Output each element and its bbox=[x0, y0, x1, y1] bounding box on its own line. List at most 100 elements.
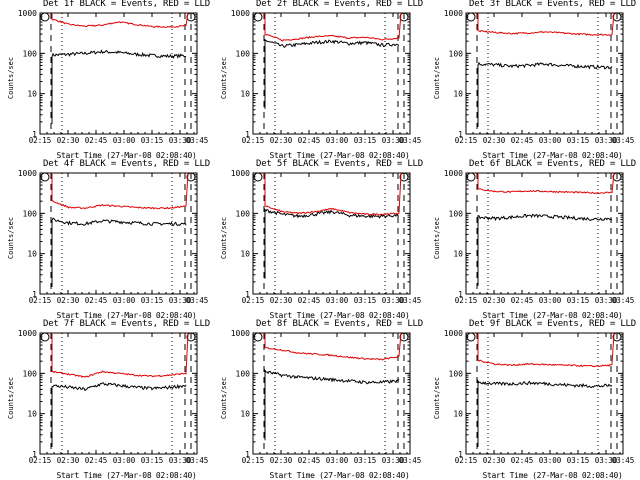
y-tick-label: 100 bbox=[236, 369, 251, 378]
x-tick-label: 03:15 bbox=[141, 296, 164, 305]
panel-title: Det 2f BLACK = Events, RED = LLD bbox=[256, 0, 423, 9]
x-tick-label: 03:45 bbox=[186, 136, 209, 145]
y-tick-label: 1 bbox=[458, 290, 463, 299]
x-tick-label: 02:15 bbox=[455, 456, 478, 465]
detector-panel: 1 10 100 1000 02:15 02:30 02:45 03:00 03:15 03:30… bbox=[426, 159, 639, 320]
x-tick-label: 02:15 bbox=[242, 136, 265, 145]
y-axis-label: Counts/sec bbox=[7, 216, 15, 260]
lld-rate-line bbox=[51, 332, 189, 378]
x-axis-label: Start Time (27-Mar-08 02:08:40) bbox=[269, 471, 410, 480]
y-tick-label: 10 bbox=[240, 250, 250, 259]
y-tick-label: 100 bbox=[449, 209, 464, 218]
x-tick-label: 02:30 bbox=[57, 136, 80, 145]
y-axis-label: Counts/sec bbox=[220, 376, 228, 420]
event-rate-line bbox=[264, 208, 400, 279]
x-tick-label: 03:30 bbox=[382, 136, 405, 145]
plot-frame bbox=[465, 12, 624, 135]
lld-rate-line bbox=[477, 332, 615, 368]
detector-panel: 1 10 100 1000 02:15 02:30 02:45 03:00 03:15 03:30… bbox=[0, 0, 213, 160]
x-tick-label: 02:45 bbox=[511, 136, 534, 145]
x-tick-label: 03:00 bbox=[326, 296, 349, 305]
y-tick-label: 1000 bbox=[18, 169, 37, 178]
y-tick-label: 100 bbox=[449, 49, 464, 58]
orbit-marker-circle bbox=[466, 12, 476, 22]
x-tick-label: 02:30 bbox=[483, 136, 506, 145]
panel-title: Det 8f BLACK = Events, RED = LLD bbox=[256, 319, 423, 329]
panel-plot: 1 10 100 1000 02:15 02:30 02:45 03:00 03:15 03:30… bbox=[18, 169, 209, 305]
event-rate-line bbox=[51, 382, 187, 447]
y-tick-label: 1 bbox=[245, 130, 250, 139]
y-axis-label: Counts/sec bbox=[220, 216, 228, 260]
x-tick-label: 03:00 bbox=[539, 296, 562, 305]
x-tick-label: 02:45 bbox=[85, 136, 108, 145]
panel-plot: 1 10 100 1000 02:15 02:30 02:45 03:00 03:15 03:30… bbox=[18, 329, 209, 465]
x-tick-label: 03:15 bbox=[354, 296, 377, 305]
y-tick-label: 100 bbox=[23, 209, 38, 218]
y-tick-label: 1 bbox=[245, 450, 250, 459]
orbit-marker-circle bbox=[399, 12, 409, 22]
y-tick-label: 100 bbox=[236, 209, 251, 218]
detector-panel: 1 10 100 1000 02:15 02:30 02:45 03:00 03:15 03:30… bbox=[213, 159, 426, 320]
x-tick-label: 02:45 bbox=[85, 456, 108, 465]
y-tick-label: 1000 bbox=[444, 169, 463, 178]
x-tick-label: 02:30 bbox=[270, 456, 293, 465]
x-tick-label: 02:45 bbox=[298, 296, 321, 305]
detector-panel: 1 10 100 1000 02:15 02:30 02:45 03:00 03:15 03:30… bbox=[426, 0, 639, 160]
x-tick-label: 03:45 bbox=[186, 296, 209, 305]
orbit-marker-circle bbox=[466, 172, 476, 182]
panel-plot: 1 10 100 1000 02:15 02:30 02:45 03:00 03:15 03:30… bbox=[231, 9, 422, 145]
y-axis-label: Counts/sec bbox=[220, 56, 228, 100]
panel-plot: 1 10 100 1000 02:15 02:30 02:45 03:00 03:15 03:30… bbox=[444, 9, 635, 145]
x-tick-label: 02:15 bbox=[242, 456, 265, 465]
y-tick-label: 1 bbox=[32, 290, 37, 299]
panel-title: Det 3f BLACK = Events, RED = LLD bbox=[469, 0, 636, 9]
x-tick-label: 03:15 bbox=[354, 456, 377, 465]
y-tick-label: 1000 bbox=[231, 9, 250, 18]
plot-frame bbox=[252, 12, 411, 135]
orbit-marker-circle bbox=[253, 12, 263, 22]
x-tick-label: 03:15 bbox=[141, 136, 164, 145]
lld-rate-line bbox=[264, 12, 402, 42]
event-rate-line bbox=[477, 213, 613, 286]
y-tick-label: 100 bbox=[23, 369, 38, 378]
x-tick-label: 02:15 bbox=[29, 456, 52, 465]
x-axis-label: Start Time (27-Mar-08 02:08:40) bbox=[56, 151, 197, 160]
y-tick-label: 10 bbox=[27, 90, 37, 99]
x-tick-label: 03:00 bbox=[113, 296, 136, 305]
x-tick-label: 03:30 bbox=[169, 296, 192, 305]
panel-title: Det 6f BLACK = Events, RED = LLD bbox=[469, 159, 636, 169]
x-axis-label: Start Time (27-Mar-08 02:08:40) bbox=[482, 471, 623, 480]
detector-panel: 1 10 100 1000 02:15 02:30 02:45 03:00 03:15 03:30… bbox=[213, 319, 426, 480]
event-rate-line bbox=[477, 379, 613, 447]
y-tick-label: 100 bbox=[236, 49, 251, 58]
plot-frame bbox=[252, 332, 411, 455]
x-tick-label: 02:45 bbox=[511, 456, 534, 465]
y-tick-label: 1 bbox=[32, 130, 37, 139]
orbit-marker-circle bbox=[40, 12, 50, 22]
x-tick-label: 02:15 bbox=[242, 296, 265, 305]
plot-frame bbox=[39, 332, 198, 455]
orbit-marker-circle bbox=[40, 172, 50, 182]
x-tick-label: 02:30 bbox=[57, 456, 80, 465]
lld-rate-line bbox=[51, 172, 189, 210]
x-tick-label: 02:30 bbox=[483, 296, 506, 305]
x-tick-label: 02:45 bbox=[511, 296, 534, 305]
x-tick-label: 03:30 bbox=[169, 136, 192, 145]
event-rate-line bbox=[51, 217, 187, 287]
x-tick-label: 03:00 bbox=[539, 456, 562, 465]
lld-rate-line bbox=[51, 12, 189, 29]
y-tick-label: 1000 bbox=[231, 169, 250, 178]
panel-title: Det 7f BLACK = Events, RED = LLD bbox=[43, 319, 210, 329]
lld-rate-line bbox=[477, 12, 615, 36]
x-tick-label: 03:30 bbox=[595, 136, 618, 145]
y-tick-label: 100 bbox=[449, 369, 464, 378]
orbit-marker-circle bbox=[186, 172, 196, 182]
plot-frame bbox=[465, 332, 624, 455]
x-axis-label: Start Time (27-Mar-08 02:08:40) bbox=[56, 311, 197, 320]
x-tick-label: 02:15 bbox=[455, 296, 478, 305]
y-tick-label: 1 bbox=[458, 130, 463, 139]
y-tick-label: 10 bbox=[453, 90, 463, 99]
x-tick-label: 03:15 bbox=[567, 296, 590, 305]
y-axis-label: Counts/sec bbox=[7, 376, 15, 420]
lld-rate-line bbox=[264, 172, 402, 216]
